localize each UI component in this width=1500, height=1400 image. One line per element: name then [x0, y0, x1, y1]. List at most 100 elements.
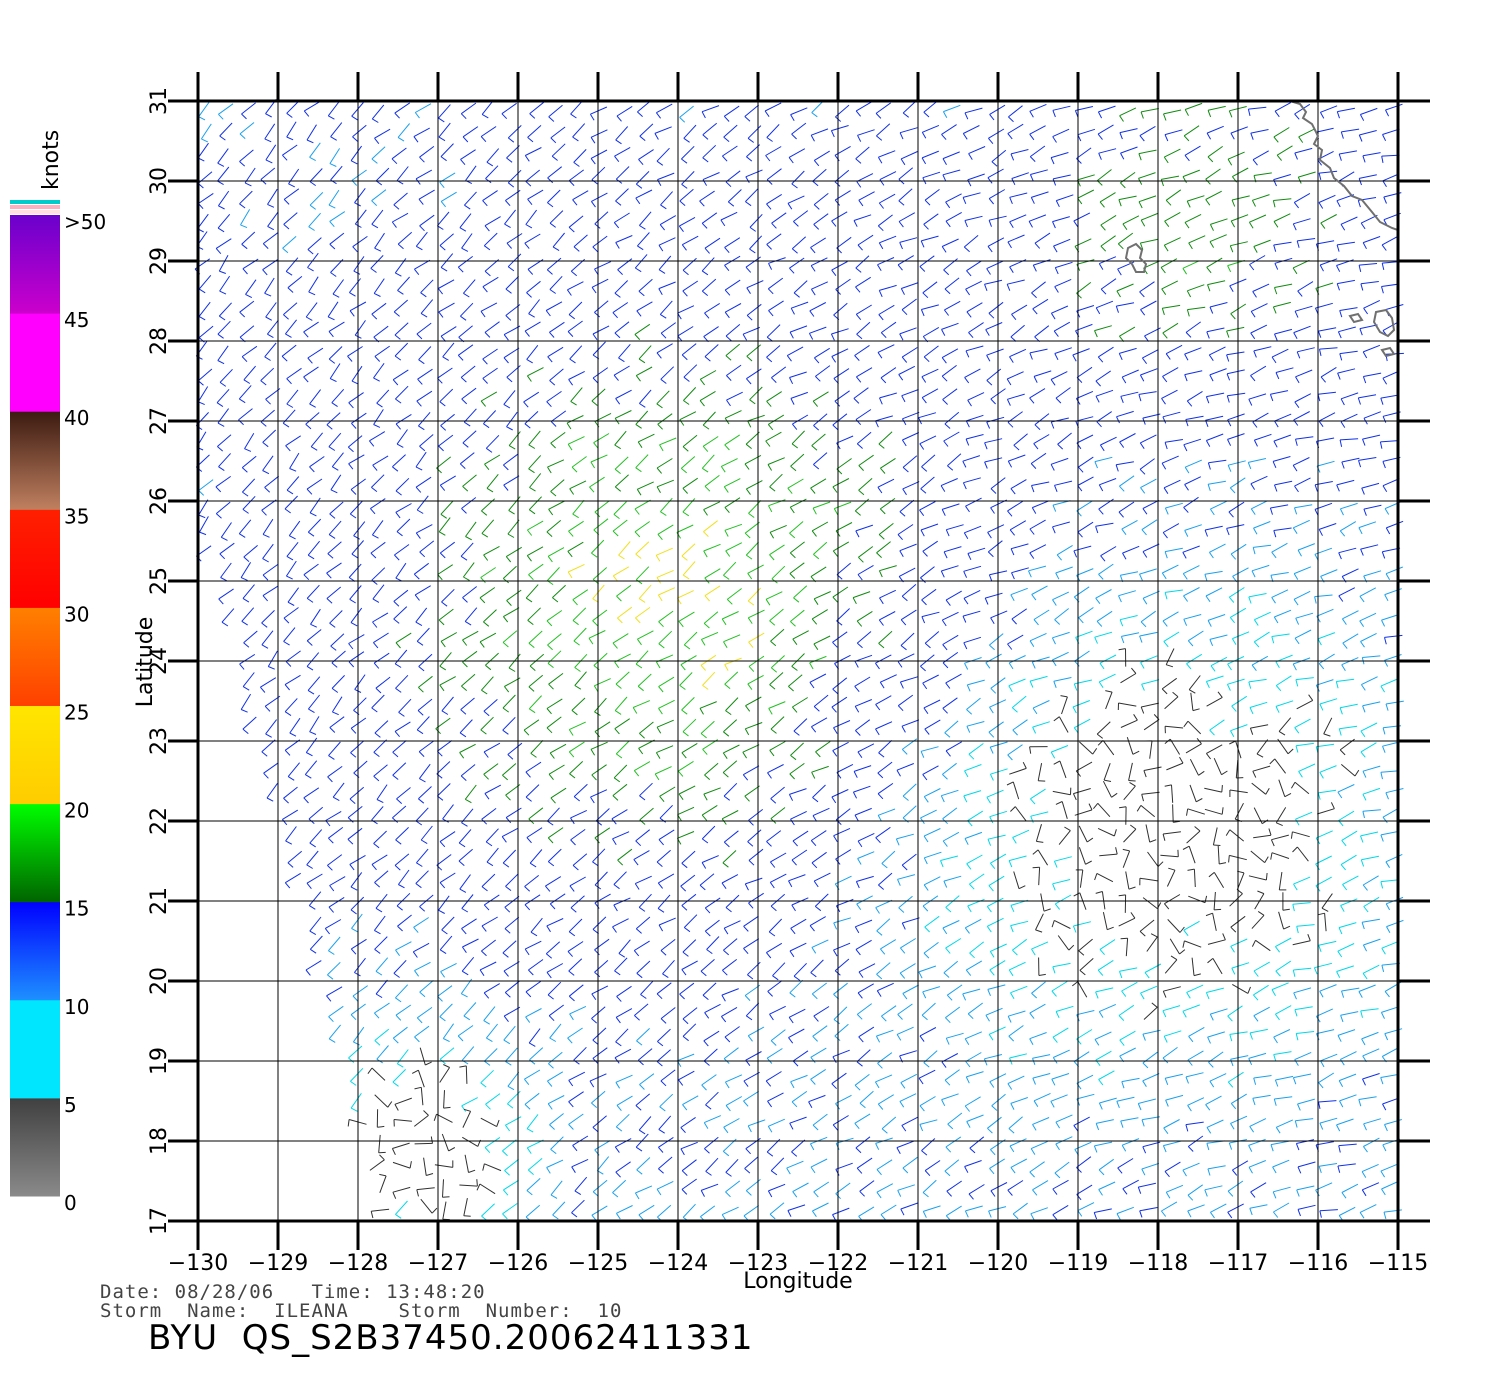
wind-vector [592, 609, 608, 627]
wind-vector [1139, 631, 1158, 643]
wind-vector [1292, 934, 1311, 946]
wind-vector [1142, 1141, 1161, 1154]
wind-vector [787, 478, 804, 494]
wind-vector [1381, 614, 1399, 627]
wind-vector [879, 589, 897, 605]
wind-vector [856, 431, 872, 449]
wind-vector [749, 235, 763, 254]
wind-vector [634, 875, 652, 890]
wind-vector [548, 764, 565, 781]
wind-vector [613, 501, 627, 519]
wind-vector [1274, 480, 1293, 492]
wind-vector [745, 188, 759, 207]
wind-vector [309, 829, 323, 848]
wind-vector [1050, 745, 1069, 759]
wind-vector [1251, 564, 1270, 578]
wind-vector [965, 1071, 984, 1084]
wind-vector [1185, 1072, 1204, 1084]
wind-vector [526, 827, 543, 844]
wind-vector [376, 389, 390, 408]
wind-vector [987, 1116, 1002, 1134]
wind-vector [572, 499, 585, 519]
wind-vector [528, 455, 542, 474]
wind-vector [303, 366, 319, 383]
wind-vector [397, 231, 413, 250]
wind-vector [438, 608, 454, 626]
wind-vector [286, 476, 300, 495]
wind-vector [215, 475, 231, 493]
wind-vector [485, 165, 499, 184]
wind-vector [1191, 957, 1201, 977]
wind-vector [1275, 1119, 1294, 1134]
wind-vector [1094, 631, 1113, 644]
wind-vector [988, 721, 1004, 738]
wind-vector [1140, 212, 1158, 227]
wind-vector [568, 741, 585, 758]
wind-vector [700, 959, 715, 977]
wind-vector [681, 742, 698, 759]
wind-vector [964, 831, 983, 845]
wind-vector [767, 277, 784, 295]
wind-vector [1077, 128, 1096, 142]
wind-vector [764, 102, 782, 117]
wind-vector [745, 480, 763, 495]
wind-vector [923, 941, 939, 959]
wind-vector [307, 676, 321, 695]
wind-vector [1381, 1181, 1399, 1196]
wind-vector [439, 172, 456, 189]
wind-vector [393, 589, 409, 607]
wind-vector [1297, 1161, 1316, 1174]
wind-vector [1293, 987, 1312, 1000]
wind-vector [635, 541, 650, 559]
wind-vector [1165, 344, 1183, 360]
wind-vector [1249, 1118, 1267, 1133]
wind-vector [286, 541, 299, 561]
wind-vector [528, 695, 542, 714]
wind-vector [767, 764, 784, 779]
wind-vector [572, 607, 587, 626]
wind-vector [486, 148, 500, 167]
wind-vector [1272, 456, 1291, 469]
wind-vector [1076, 1010, 1095, 1022]
wind-vector [700, 1183, 719, 1197]
wind-vector [659, 300, 673, 319]
wind-vector [875, 415, 893, 428]
wind-vector [369, 431, 386, 447]
wind-vector [793, 280, 808, 298]
wind-vector [965, 1052, 982, 1068]
wind-vector [1362, 964, 1380, 980]
wind-vector [411, 1069, 425, 1088]
wind-vector [464, 607, 478, 626]
wind-vector [832, 541, 850, 557]
wind-vector [633, 761, 651, 777]
wind-vector [1029, 1161, 1045, 1178]
wind-vector [724, 1026, 740, 1043]
wind-vector [947, 1112, 963, 1130]
wind-vector [1317, 912, 1327, 932]
wind-vector [877, 1094, 894, 1110]
wind-vector [793, 718, 808, 736]
wind-vector [414, 585, 431, 601]
wind-vector [705, 1091, 719, 1110]
wind-vector [1010, 920, 1029, 933]
wind-vector [1187, 630, 1204, 647]
wind-vector [835, 1137, 854, 1150]
wind-vector [990, 499, 1008, 514]
wind-vector [702, 172, 720, 186]
wind-vector [303, 321, 319, 338]
wind-vector [326, 986, 343, 1002]
wind-vector [371, 854, 388, 871]
wind-vector [1272, 301, 1291, 314]
wind-vector [1229, 1031, 1248, 1042]
wind-vector [1030, 191, 1049, 204]
wind-vector [792, 1050, 809, 1067]
wind-vector [570, 100, 583, 119]
wind-vector [701, 278, 717, 296]
wind-vector [612, 918, 629, 933]
wind-vector [1008, 1025, 1024, 1042]
wind-vector [1269, 390, 1289, 402]
wind-vector [1361, 1031, 1379, 1046]
wind-vector [812, 1113, 828, 1131]
wind-vector [682, 1023, 697, 1042]
wind-vector [635, 189, 653, 205]
